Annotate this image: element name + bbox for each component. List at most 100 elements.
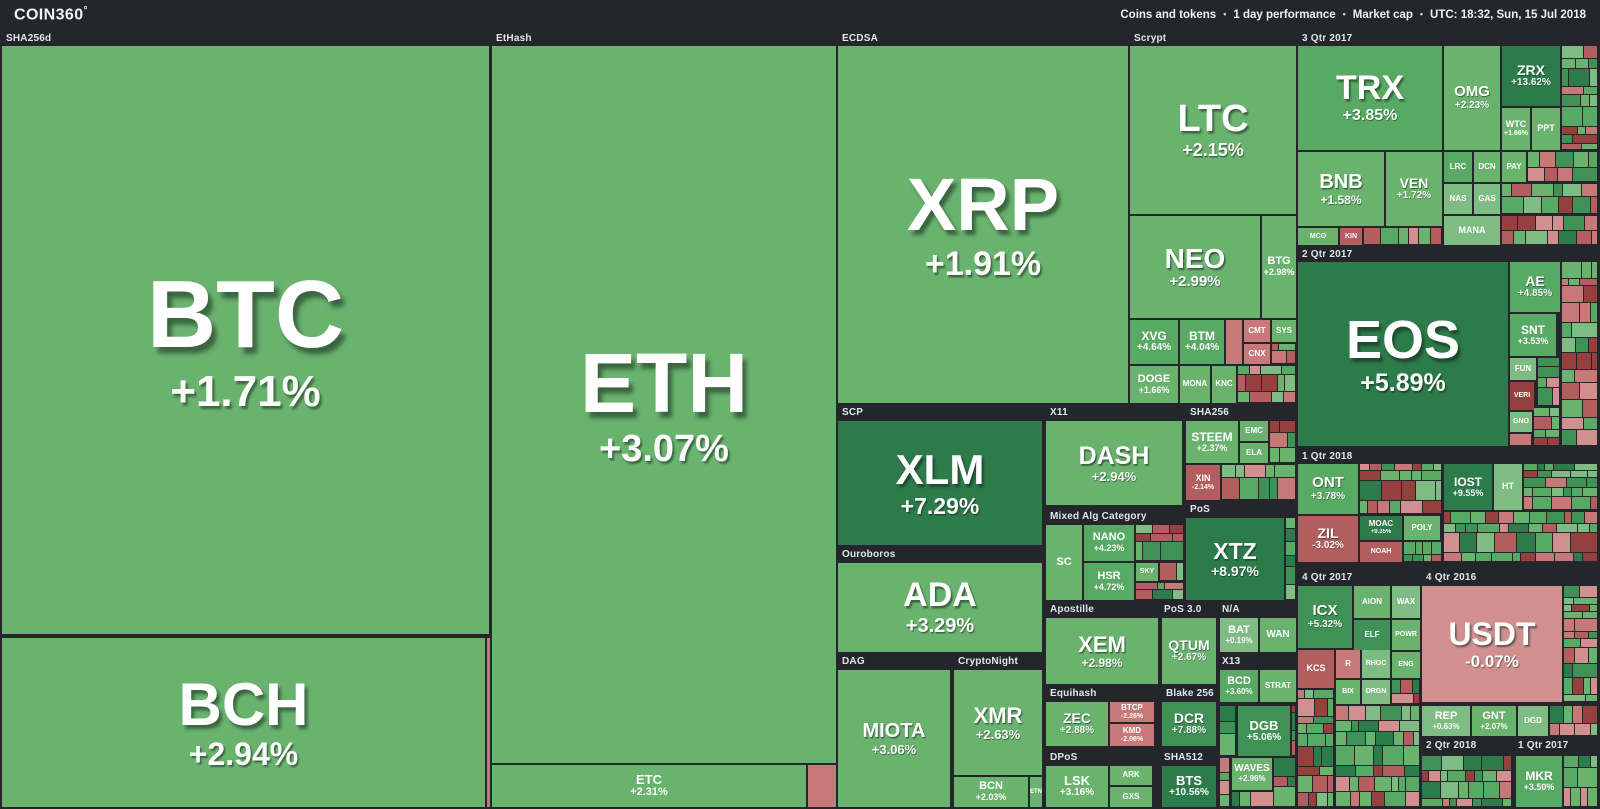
coin-tile-small[interactable] <box>1286 556 1295 566</box>
coin-tile-small[interactable] <box>1545 464 1553 470</box>
coin-tile-small[interactable] <box>1543 524 1556 532</box>
coin-tile-small[interactable] <box>1584 418 1597 429</box>
coin-tile-small[interactable] <box>1161 542 1183 560</box>
tile-mana[interactable]: MANA <box>1444 216 1500 245</box>
coin-tile-small[interactable] <box>1153 590 1172 599</box>
coin-tile-small[interactable] <box>1314 747 1321 766</box>
coin-tile-small[interactable] <box>1285 375 1295 391</box>
coin-tile-small[interactable] <box>1548 231 1558 244</box>
coin-tile-small[interactable] <box>1250 392 1271 402</box>
coin-tile-small[interactable] <box>1475 771 1482 781</box>
coin-tile-small[interactable] <box>1272 344 1278 350</box>
coin-tile-small[interactable] <box>1286 542 1295 555</box>
coin-tile-small[interactable] <box>1562 338 1575 352</box>
coin-tile-small[interactable] <box>1368 501 1377 513</box>
tile-btcp[interactable]: BTCP -2.26% <box>1110 702 1154 722</box>
coin-tile-small[interactable] <box>1170 525 1183 533</box>
coin-tile-small[interactable] <box>1349 706 1365 720</box>
coin-tile-small[interactable] <box>1414 732 1419 745</box>
coin-tile-small[interactable] <box>1540 152 1555 167</box>
coin-tile-small[interactable] <box>1411 706 1419 720</box>
coin-tile-small[interactable] <box>1422 471 1441 480</box>
coin-tile-small[interactable] <box>1436 481 1441 500</box>
tile-lrc[interactable]: LRC <box>1444 152 1472 182</box>
coin-tile-small[interactable] <box>1553 388 1559 405</box>
coin-tile-small[interactable] <box>1226 320 1242 364</box>
coin-tile-small[interactable] <box>1278 478 1295 499</box>
coin-tile-small[interactable] <box>1585 512 1597 523</box>
coin-tile-small[interactable] <box>1413 555 1423 561</box>
coin-tile-small[interactable] <box>1324 724 1333 733</box>
coin-tile-small[interactable] <box>1524 197 1541 213</box>
coin-tile-small[interactable] <box>1564 768 1577 787</box>
tile-ada[interactable]: ADA +3.29% <box>838 563 1042 652</box>
coin-tile-small[interactable] <box>1320 767 1333 775</box>
coin-tile-small[interactable] <box>1578 524 1589 532</box>
tile-gno[interactable]: GNO <box>1510 412 1532 432</box>
coin-tile-small[interactable] <box>1270 433 1287 447</box>
coin-tile-small[interactable] <box>1564 664 1572 677</box>
coin-tile-small[interactable] <box>1409 228 1418 244</box>
tile-wtc[interactable]: WTC +1.66% <box>1502 108 1530 150</box>
coin-tile-small[interactable] <box>1484 782 1499 798</box>
coin-tile-small[interactable] <box>1364 228 1380 244</box>
coin-tile-small[interactable] <box>1564 648 1574 663</box>
coin-tile-small[interactable] <box>1292 713 1295 730</box>
coin-tile-small[interactable] <box>1429 771 1440 781</box>
coin-tile-small[interactable] <box>1443 799 1449 806</box>
coin-tile-small[interactable] <box>1486 512 1498 523</box>
coin-tile-small[interactable] <box>1583 553 1597 561</box>
coin-tile-small[interactable] <box>1592 353 1597 369</box>
tile-emc[interactable]: EMC <box>1240 421 1268 441</box>
coin-tile-small[interactable] <box>1457 799 1472 806</box>
coin-tile-small[interactable] <box>1352 721 1358 731</box>
coin-tile-small[interactable] <box>1546 478 1566 487</box>
coin-tile-small[interactable] <box>1360 464 1369 470</box>
tile-dcr[interactable]: DCR +7.88% <box>1162 702 1216 746</box>
coin-tile-small[interactable] <box>1564 586 1579 597</box>
tile-sc[interactable]: SC <box>1046 525 1082 600</box>
coin-tile-small[interactable] <box>1272 392 1283 402</box>
tile-omg[interactable]: OMG +2.23% <box>1444 46 1500 150</box>
coin-tile-small[interactable] <box>1448 771 1465 781</box>
coin-tile-small[interactable] <box>1422 464 1433 470</box>
tile-eng[interactable]: ENG <box>1392 652 1420 678</box>
coin-tile-small[interactable] <box>1590 605 1597 611</box>
coin-tile-small[interactable] <box>1442 756 1463 770</box>
coin-tile-small[interactable] <box>1583 400 1597 417</box>
coin-tile-small[interactable] <box>1405 766 1419 776</box>
coin-tile-small[interactable] <box>1579 756 1590 767</box>
coin-tile-small[interactable] <box>1298 724 1306 733</box>
tile-snt[interactable]: SNT +3.53% <box>1510 314 1556 356</box>
tile-bcd[interactable]: BCD +3.60% <box>1220 670 1258 702</box>
coin-tile-small[interactable] <box>1158 583 1164 589</box>
coin-tile-small[interactable] <box>1160 563 1176 580</box>
coin-tile-small[interactable] <box>1578 768 1597 787</box>
coin-tile-small[interactable] <box>1238 375 1245 391</box>
coin-tile-small[interactable] <box>1526 231 1547 244</box>
coin-tile-small[interactable] <box>1280 421 1295 432</box>
coin-tile-small[interactable] <box>1578 127 1585 134</box>
coin-tile-small[interactable] <box>1559 197 1572 213</box>
coin-tile-small[interactable] <box>1591 197 1597 213</box>
coin-tile-small[interactable] <box>1278 375 1284 391</box>
tile-xmr[interactable]: XMR +2.63% <box>954 670 1042 775</box>
tile-bnb[interactable]: BNB +1.58% <box>1298 152 1384 226</box>
tile-bat[interactable]: BAT +0.19% <box>1220 618 1258 652</box>
coin-tile-small[interactable] <box>1444 533 1459 552</box>
tile-xrp[interactable]: XRP +1.91% <box>838 46 1128 403</box>
coin-tile-small[interactable] <box>1556 152 1573 167</box>
coin-tile-small[interactable] <box>1270 421 1279 432</box>
coin-tile-small[interactable] <box>1469 782 1483 798</box>
coin-tile-small[interactable] <box>1308 734 1325 746</box>
coin-tile-small[interactable] <box>1575 724 1590 735</box>
coin-tile-small[interactable] <box>1261 366 1281 374</box>
tile-xem[interactable]: XEM +2.98% <box>1046 618 1158 684</box>
tile-eth[interactable]: ETH +3.07% <box>492 46 836 763</box>
coin-tile-small[interactable] <box>1466 771 1474 781</box>
coin-tile-small[interactable] <box>1564 619 1574 631</box>
coin-tile-small[interactable] <box>1298 776 1312 792</box>
coin-tile-small[interactable] <box>1533 488 1551 496</box>
coin-tile-small[interactable] <box>1390 501 1400 513</box>
tile-kcs[interactable]: KCS <box>1298 650 1334 688</box>
